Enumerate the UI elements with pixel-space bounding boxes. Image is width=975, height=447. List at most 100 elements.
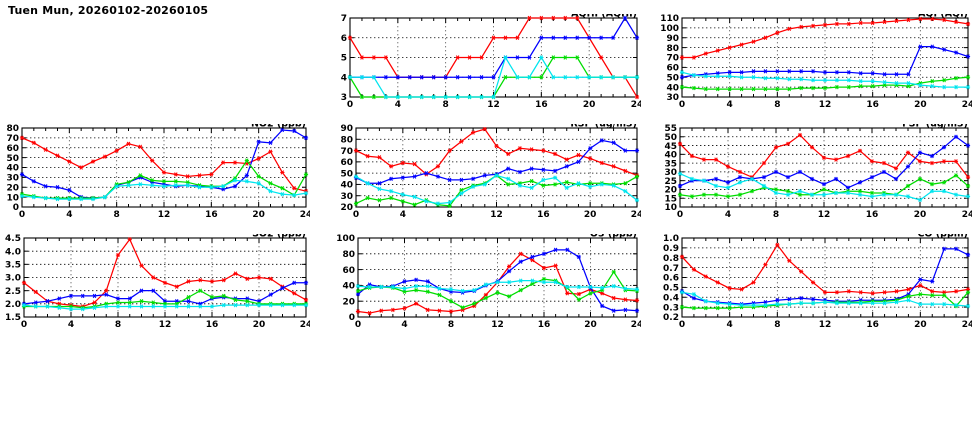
x-tick-label: 24 bbox=[962, 320, 972, 330]
x-tick-label: 20 bbox=[252, 210, 265, 220]
y-tick-label: 0.8 bbox=[663, 254, 679, 264]
series-markers-rsp-1 bbox=[353, 138, 640, 186]
series-markers-o3-3 bbox=[355, 278, 640, 294]
y-tick-label: 40 bbox=[342, 282, 355, 292]
x-tick-label: 16 bbox=[537, 210, 550, 220]
y-tick-label: 40 bbox=[664, 151, 677, 161]
x-tick-label: 0 bbox=[347, 100, 353, 110]
y-tick-label: 40 bbox=[666, 83, 679, 93]
x-tick-label: 20 bbox=[584, 210, 597, 220]
y-tick-label: 50 bbox=[664, 133, 677, 143]
y-tick-label: 6 bbox=[341, 34, 347, 44]
x-tick-label: 0 bbox=[355, 320, 361, 330]
x-tick-label: 12 bbox=[491, 320, 504, 330]
series-markers-so2-3 bbox=[21, 302, 309, 312]
y-tick-label: 70 bbox=[666, 54, 679, 64]
y-tick-label: 45 bbox=[664, 142, 677, 152]
y-tick-label: 70 bbox=[340, 147, 353, 157]
y-tick-label: 70 bbox=[6, 134, 19, 144]
x-tick-label: 4 bbox=[725, 210, 731, 220]
y-tick-label: 2.5 bbox=[5, 287, 21, 297]
x-tick-label: 24 bbox=[300, 210, 310, 220]
y-tick-label: 110 bbox=[660, 14, 679, 24]
x-tick-label: 16 bbox=[866, 210, 879, 220]
y-tick-label: 0.3 bbox=[663, 303, 679, 313]
y-tick-label: 30 bbox=[664, 168, 677, 178]
y-tick-label: 20 bbox=[342, 297, 355, 307]
x-tick-label: 4 bbox=[400, 210, 406, 220]
y-tick-label: 50 bbox=[6, 154, 19, 164]
y-tick-label: 0.7 bbox=[663, 264, 679, 274]
y-tick-label: 40 bbox=[6, 164, 19, 174]
series-markers-aqi-1 bbox=[679, 44, 971, 80]
y-tick-label: 0.9 bbox=[663, 244, 679, 254]
series-markers-aqhi-3 bbox=[347, 55, 640, 100]
y-tick-label: 10 bbox=[664, 203, 677, 213]
x-tick-label: 24 bbox=[962, 210, 972, 220]
y-tick-label: 0 bbox=[13, 203, 19, 213]
y-tick-label: 15 bbox=[664, 194, 677, 204]
chart-panel-co: 0.2 0.3 0.4 0.5 0.6 0.7 0.8 0.9 1.0 0 4 8 12 16 20 24 CO… bbox=[660, 234, 972, 330]
x-tick-label: 20 bbox=[914, 100, 927, 110]
y-tick-label: 4 bbox=[341, 73, 347, 83]
x-tick-label: 12 bbox=[158, 210, 171, 220]
series-line-co-1 bbox=[681, 248, 969, 305]
x-tick-label: 20 bbox=[584, 320, 597, 330]
y-tick-label: 80 bbox=[342, 250, 355, 260]
chart-panel-fsp: 10 15 20 25 30 35 40 45 50 55 0 4 8 12 16 20 24 FSP (ug/m… bbox=[660, 124, 972, 220]
x-tick-label: 4 bbox=[66, 210, 72, 220]
series-markers-no2-0 bbox=[19, 135, 309, 194]
x-tick-label: 20 bbox=[914, 320, 927, 330]
y-tick-label: 50 bbox=[340, 169, 353, 179]
page-title: Tuen Mun, 20260102-20260105 bbox=[8, 4, 209, 17]
chart-panel-aqhi: 3 4 5 6 7 0 4 8 12 16 20 24 AQHI (AQHI) bbox=[336, 14, 641, 110]
series-markers-aqi-3 bbox=[679, 70, 971, 90]
chart-panel-o3: 0 20 40 60 80 100 0 4 8 12 16 20 24 O3 (ppb) bbox=[336, 234, 641, 330]
x-tick-label: 0 bbox=[679, 100, 685, 110]
x-tick-label: 16 bbox=[538, 320, 551, 330]
y-tick-label: 60 bbox=[6, 144, 19, 154]
x-tick-label: 8 bbox=[447, 210, 453, 220]
x-tick-label: 12 bbox=[819, 100, 832, 110]
y-tick-label: 0.2 bbox=[663, 313, 679, 323]
x-tick-label: 20 bbox=[914, 210, 927, 220]
x-tick-label: 16 bbox=[866, 100, 879, 110]
x-tick-label: 0 bbox=[19, 210, 25, 220]
x-tick-label: 16 bbox=[866, 320, 879, 330]
y-tick-label: 25 bbox=[664, 177, 677, 187]
y-tick-label: 3.0 bbox=[5, 274, 21, 284]
y-tick-label: 0.6 bbox=[663, 274, 679, 284]
x-tick-label: 8 bbox=[774, 320, 780, 330]
y-tick-label: 3 bbox=[341, 93, 347, 103]
x-tick-label: 4 bbox=[401, 320, 407, 330]
panel-title-rsp: RSP (ug/m3) bbox=[570, 124, 637, 130]
y-tick-label: 60 bbox=[666, 64, 679, 74]
y-tick-label: 1.0 bbox=[663, 234, 679, 244]
x-tick-label: 8 bbox=[114, 210, 120, 220]
x-tick-label: 24 bbox=[300, 320, 310, 330]
x-tick-label: 12 bbox=[818, 210, 831, 220]
chart-panel-rsp: 20 30 40 50 60 70 80 90 0 4 8 12 16 20 24 RSP (ug/m3) bbox=[336, 124, 641, 220]
chart-panel-so2: 1.5 2.0 2.5 3.0 3.5 4.0 4.5 0 4 8 12 16 20 24 SO2 (ppb… bbox=[0, 234, 310, 330]
y-tick-label: 0.4 bbox=[663, 293, 679, 303]
y-tick-label: 10 bbox=[6, 193, 19, 203]
panel-title-aqhi: AQHI (AQHI) bbox=[571, 14, 637, 20]
panel-title-co: CO (ppm) bbox=[917, 234, 968, 240]
x-tick-label: 16 bbox=[205, 210, 218, 220]
x-tick-label: 20 bbox=[583, 100, 596, 110]
y-tick-label: 80 bbox=[666, 44, 679, 54]
x-tick-label: 4 bbox=[68, 320, 74, 330]
y-tick-label: 50 bbox=[666, 73, 679, 83]
chart-panel-aqi: 30 40 50 60 70 80 90 100 110 0 4 8 12 16 20 24 AQI (AQI) bbox=[660, 14, 972, 110]
y-tick-label: 30 bbox=[6, 174, 19, 184]
series-markers-co-0 bbox=[679, 242, 971, 296]
y-tick-label: 90 bbox=[666, 34, 679, 44]
x-tick-label: 0 bbox=[353, 210, 359, 220]
series-markers-fsp-3 bbox=[677, 171, 971, 203]
x-tick-label: 24 bbox=[631, 320, 641, 330]
y-tick-label: 40 bbox=[340, 181, 353, 191]
series-markers-so2-1 bbox=[21, 280, 309, 307]
x-tick-label: 4 bbox=[395, 100, 401, 110]
y-tick-label: 30 bbox=[666, 93, 679, 103]
y-tick-label: 3.5 bbox=[5, 261, 21, 271]
